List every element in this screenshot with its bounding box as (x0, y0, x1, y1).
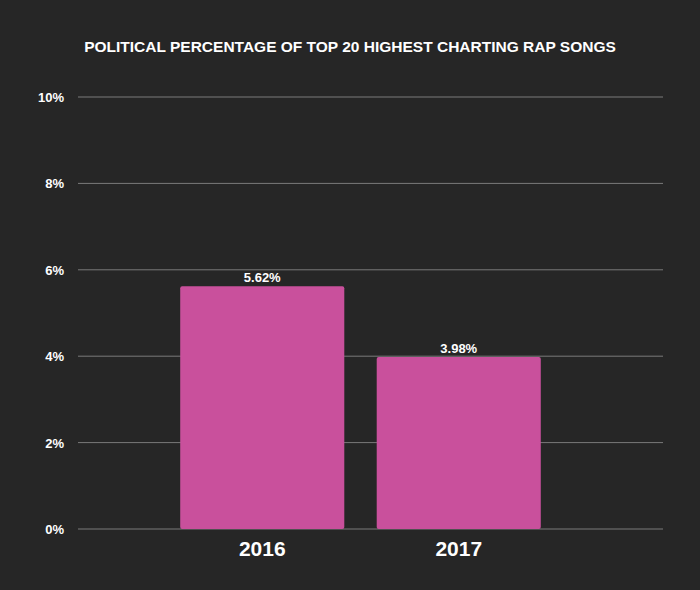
data-label: 3.98% (440, 341, 477, 356)
y-tick-label: 10% (38, 90, 64, 105)
grid-line (78, 356, 663, 357)
y-tick-label: 2% (45, 436, 64, 451)
data-label: 5.62% (244, 270, 281, 285)
y-tick-label: 4% (45, 349, 64, 364)
bars (180, 286, 541, 529)
bar (180, 286, 344, 529)
chart-svg: POLITICAL PERCENTAGE OF TOP 20 HIGHEST C… (0, 0, 700, 590)
x-tick-label: 2017 (435, 537, 482, 560)
x-tick-label: 2016 (239, 537, 286, 560)
background (0, 0, 700, 590)
grid-line (78, 183, 663, 184)
bar (377, 357, 541, 529)
y-tick-label: 6% (45, 263, 64, 278)
grid-line (78, 97, 663, 98)
chart-container: POLITICAL PERCENTAGE OF TOP 20 HIGHEST C… (0, 0, 700, 590)
labels: 5.62% 2016 3.98% 2017 (239, 270, 482, 560)
grid-line (78, 442, 663, 443)
title: POLITICAL PERCENTAGE OF TOP 20 HIGHEST C… (84, 38, 616, 55)
grid-line (78, 529, 663, 530)
y-tick-label: 0% (45, 522, 64, 537)
grid-line (78, 269, 663, 270)
y-tick-label: 8% (45, 176, 64, 191)
